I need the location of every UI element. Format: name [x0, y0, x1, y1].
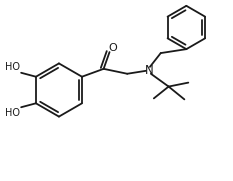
Text: HO: HO: [5, 108, 20, 118]
Text: N: N: [144, 64, 153, 77]
Text: HO: HO: [5, 62, 20, 72]
Text: O: O: [108, 43, 117, 53]
